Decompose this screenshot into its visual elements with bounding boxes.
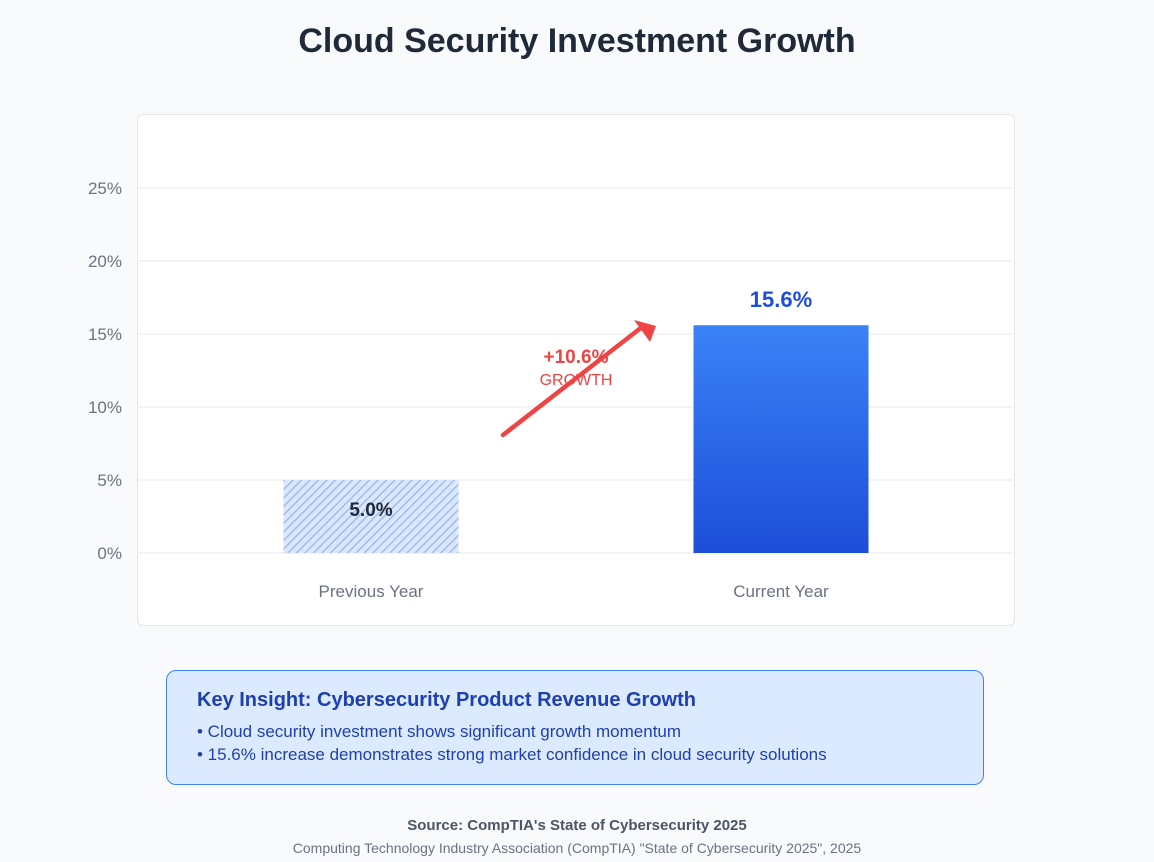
x-category-label: Current Year (733, 582, 829, 601)
citation-line: Computing Technology Industry Associatio… (292, 840, 862, 856)
y-tick-label: 25% (88, 179, 122, 198)
y-tick-label: 15% (88, 325, 122, 344)
chart-card (137, 114, 1015, 626)
y-tick-label: 20% (88, 252, 122, 271)
y-tick-label: 5% (97, 471, 122, 490)
chart-title: Cloud Security Investment Growth (298, 22, 856, 60)
y-tick-label: 0% (97, 544, 122, 563)
y-tick-label: 10% (88, 398, 122, 417)
growth-arrow-icon (500, 324, 645, 438)
bar-current-year (693, 325, 869, 553)
key-insight-box: Key Insight: Cybersecurity Product Reven… (166, 670, 984, 785)
growth-annotation-value: +10.6% (544, 347, 609, 368)
growth-annotation-label: GROWTH (540, 372, 613, 389)
bar-value-label: 5.0% (349, 500, 392, 521)
bar-chart: 0% 5% 10% 15% 20% 25% 5.0% Previous Year 15.6% C… (88, 179, 1013, 601)
x-category-label: Previous Year (319, 582, 424, 601)
insight-bullet-1: • Cloud security investment shows signif… (197, 722, 682, 741)
bar-value-label: 15.6% (750, 287, 812, 312)
insight-bullet-2: • 15.6% increase demonstrates strong mar… (197, 745, 827, 764)
insight-title: Key Insight: Cybersecurity Product Reven… (197, 689, 696, 711)
bar-previous-year (283, 480, 459, 553)
growth-arrowhead-icon (634, 320, 656, 342)
source-line: Source: CompTIA's State of Cybersecurity… (407, 817, 747, 834)
